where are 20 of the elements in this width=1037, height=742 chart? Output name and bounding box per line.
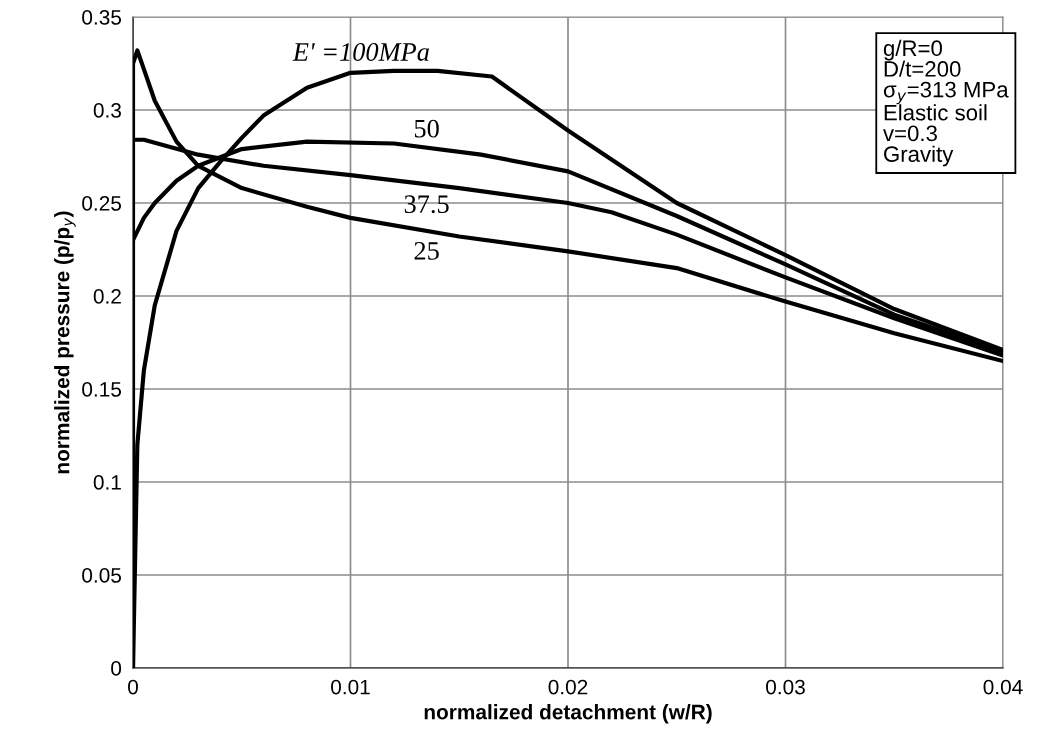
x-tick-label: 0.04	[983, 679, 1023, 695]
y-tick-label: 0.05	[82, 568, 122, 583]
series-label: E' =100MPa	[292, 43, 429, 61]
y-tick-label: 0.1	[93, 475, 121, 490]
y-tick-label: 0.15	[82, 382, 122, 397]
x-axis-title: normalized detachment (w/R)	[424, 704, 712, 724]
x-tick-label: 0.01	[331, 679, 370, 695]
y-tick-label: 0.3	[93, 103, 121, 118]
series-label: 50	[414, 119, 439, 138]
y-tick-label: 0.25	[82, 196, 122, 211]
y-tick-label: 0	[111, 661, 122, 676]
x-tick-label: 0.03	[766, 679, 805, 695]
x-tick-label: 0.02	[548, 679, 588, 695]
x-tick-label: 0	[128, 679, 138, 695]
annotation: g/R=0 D/t=200 σ$_{y}$=313 MPa Elastic soil v=0.3 Gravity	[883, 39, 1009, 167]
series-label: 25	[414, 241, 439, 260]
y-axis-title: normalized pressure (p/p$_{y}$)	[54, 211, 76, 474]
series-label: 37.5	[404, 195, 449, 214]
y-tick-label: 0.2	[93, 289, 121, 304]
y-tick-label: 0.35	[82, 10, 122, 25]
